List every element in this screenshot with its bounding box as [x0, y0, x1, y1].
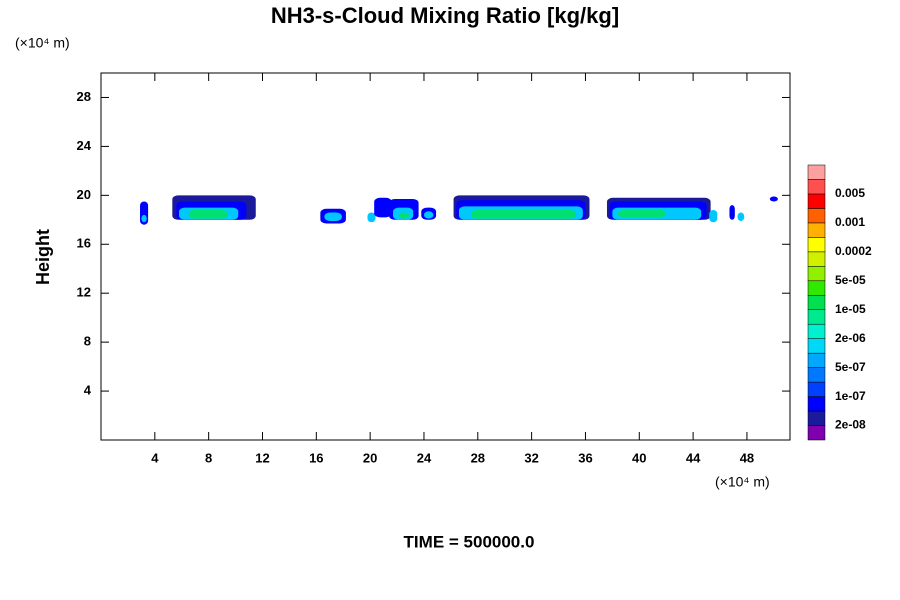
colorbar-swatch — [807, 237, 826, 253]
colorbar-swatch — [807, 323, 826, 339]
colorbar-label: 5e-05 — [835, 273, 866, 287]
colorbar-swatch — [807, 251, 826, 267]
colorbar-swatch — [807, 309, 826, 325]
y-tick-label: 20 — [77, 187, 91, 202]
colorbar-swatch — [807, 396, 826, 412]
x-tick-label: 32 — [524, 450, 538, 465]
colorbar-swatch — [807, 338, 826, 354]
colorbar-swatch — [807, 352, 826, 368]
colorbar-swatch — [807, 295, 826, 310]
colorbar-label: 2e-08 — [835, 418, 866, 432]
colorbar-swatch — [807, 410, 826, 426]
colorbar-label: 0.0002 — [835, 244, 872, 258]
cloud-region — [617, 210, 667, 218]
cloud-region — [423, 211, 434, 219]
colorbar-label: 1e-07 — [835, 389, 866, 403]
colorbar-swatch — [807, 381, 826, 397]
x-tick-label: 24 — [417, 450, 432, 465]
colorbar-label: 5e-07 — [835, 360, 866, 374]
cloud-region — [769, 196, 778, 202]
colorbar-swatch — [807, 425, 826, 441]
cloud-region — [188, 210, 228, 219]
cloud-region — [737, 212, 745, 222]
x-tick-label: 12 — [255, 450, 269, 465]
x-tick-label: 36 — [578, 450, 592, 465]
y-axis-label: Height — [33, 229, 53, 285]
y-tick-label: 8 — [84, 334, 91, 349]
x-tick-label: 40 — [632, 450, 646, 465]
x-tick-label: 28 — [471, 450, 485, 465]
cloud-region — [729, 205, 735, 220]
colorbar-swatch — [807, 208, 826, 224]
colorbar-swatch — [807, 164, 826, 180]
colorbar-swatch — [807, 222, 826, 238]
colorbar-label: 1e-05 — [835, 302, 866, 316]
cloud-region — [367, 212, 376, 223]
y-tick-label: 28 — [77, 89, 91, 104]
y-tick-label: 12 — [77, 285, 91, 300]
y-tick-label: 16 — [77, 236, 91, 251]
x-tick-label: 4 — [151, 450, 159, 465]
colorbar-label: 2e-06 — [835, 331, 866, 345]
chart-title: NH3-s-Cloud Mixing Ratio [kg/kg] — [271, 3, 619, 28]
cloud-region — [141, 214, 147, 223]
cloud-region — [324, 212, 342, 222]
colorbar-swatch — [807, 179, 826, 195]
colorbar-label: 0.005 — [835, 186, 865, 200]
x-unit: (×10⁴ m) — [715, 474, 770, 490]
colorbar-swatch — [807, 193, 826, 209]
x-tick-label: 48 — [740, 450, 754, 465]
cloud-region — [471, 210, 577, 219]
footer: TIME = 500000.0 — [404, 532, 535, 551]
x-tick-label: 20 — [363, 450, 377, 465]
x-tick-label: 44 — [686, 450, 701, 465]
colorbar-label: 0.001 — [835, 215, 865, 229]
colorbar-swatch — [807, 280, 826, 296]
y-tick-label: 4 — [84, 383, 92, 398]
y-unit: (×10⁴ m) — [15, 35, 70, 51]
plot-frame — [100, 72, 791, 441]
cloud-region — [398, 212, 410, 219]
cloud-region — [709, 210, 718, 223]
y-tick-label: 24 — [77, 138, 92, 153]
colorbar-swatch — [807, 367, 826, 383]
x-tick-label: 16 — [309, 450, 323, 465]
x-tick-label: 8 — [205, 450, 212, 465]
cloud-region — [374, 197, 392, 218]
colorbar-swatch — [807, 266, 826, 282]
